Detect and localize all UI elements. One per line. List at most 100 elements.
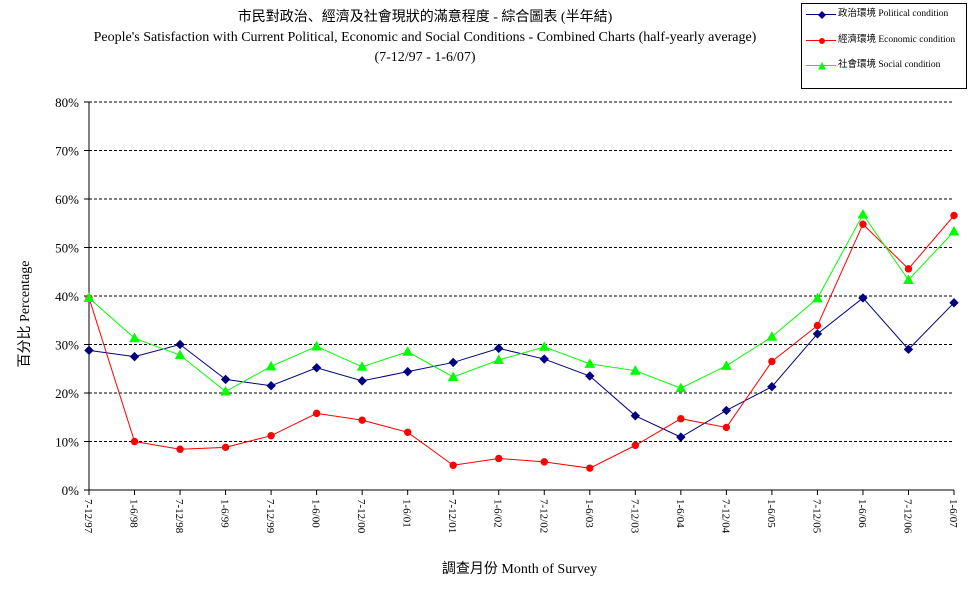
data-point-diamond [494, 343, 504, 354]
data-point-circle [267, 431, 275, 440]
series-line-circle [88, 215, 955, 469]
x-tick-label: 7-12/02 [537, 499, 549, 533]
chart-title-block: 市民對政治、經濟及社會現狀的滿意程度 - 綜合圖表 (半年結) People's… [40, 8, 810, 68]
series-line-triangle [88, 213, 955, 393]
data-point-circle [631, 441, 640, 450]
data-point-triangle [857, 209, 869, 219]
y-tick-label: 20% [55, 386, 79, 401]
data-point-triangle [129, 332, 140, 343]
y-tick-label: 10% [55, 435, 79, 450]
x-tick-label: 1-6/98 [128, 499, 140, 528]
data-point-circle [540, 458, 548, 466]
y-tick-label: 50% [55, 241, 79, 256]
y-tick-label: 0% [62, 483, 80, 498]
x-tick-label: 7-12/01 [446, 499, 458, 533]
legend-label: 經濟環境 Economic condition [838, 35, 956, 45]
data-point-circle [403, 428, 412, 436]
data-point-diamond [357, 376, 367, 386]
data-point-triangle [903, 274, 914, 284]
data-point-diamond [175, 339, 185, 350]
x-tick-label: 7-12/99 [264, 499, 276, 534]
legend-label: 社會環境 Social condition [838, 60, 941, 70]
data-point-diamond [585, 371, 595, 381]
data-point-triangle [356, 361, 368, 371]
data-point-triangle [447, 371, 459, 381]
data-point-triangle [948, 225, 960, 236]
data-point-circle [677, 415, 685, 423]
data-point-circle [221, 443, 230, 452]
data-point-triangle [584, 358, 596, 368]
data-point-triangle [493, 354, 505, 365]
x-tick-label: 7-12/98 [173, 499, 185, 534]
x-axis-label: 調查月份 Month of Survey [442, 561, 597, 577]
y-axis-label: 百分比 Percentage [17, 261, 33, 368]
data-point-diamond [402, 366, 413, 377]
x-tick-label: 1-6/03 [583, 499, 595, 528]
y-tick-label: 40% [55, 289, 79, 304]
data-point-diamond [676, 432, 686, 442]
data-point-triangle [629, 365, 641, 375]
data-point-circle [176, 445, 184, 453]
x-tick-label: 1-6/06 [856, 499, 868, 528]
data-point-circle [586, 464, 594, 472]
data-point-circle [950, 211, 958, 220]
y-tick-label: 60% [55, 192, 79, 207]
x-tick-label: 7-12/06 [901, 499, 913, 534]
y-tick-label: 70% [55, 144, 79, 159]
data-point-circle [722, 423, 731, 432]
legend-marker-circle [819, 38, 825, 44]
data-point-circle [495, 454, 503, 463]
data-point-diamond [812, 329, 823, 339]
data-point-circle [312, 409, 321, 418]
chart-title: 市民對政治、經濟及社會現狀的滿意程度 - 綜合圖表 (半年結) [237, 10, 613, 25]
data-point-triangle [174, 349, 186, 360]
data-point-circle [130, 437, 139, 446]
data-point-diamond [858, 293, 868, 303]
data-point-triangle [402, 346, 414, 356]
series-line-diamond [88, 297, 955, 438]
x-tick-label: 1-6/02 [492, 499, 504, 528]
data-point-circle [449, 461, 457, 469]
data-point-diamond [129, 351, 140, 362]
legend-label: 政治環境 Political condition [838, 9, 949, 19]
y-tick-label: 30% [55, 338, 79, 353]
data-point-diamond [266, 381, 276, 391]
x-tick-label: 1-6/07 [947, 499, 959, 528]
data-point-circle [904, 265, 913, 273]
data-point-triangle [265, 360, 277, 371]
data-point-diamond [903, 344, 914, 355]
legend: 政治環境 Political condition 經濟環境 Economic co… [801, 3, 967, 89]
x-tick-label: 1-6/00 [310, 499, 322, 528]
chart-subtitle: People's Satisfaction with Current Polit… [93, 30, 757, 45]
data-point-circle [859, 220, 867, 228]
data-point-triangle [766, 331, 778, 341]
x-tick-label: 7-12/05 [810, 499, 822, 534]
data-point-diamond [311, 363, 322, 373]
x-tick-label: 7-12/03 [628, 499, 640, 534]
x-tick-label: 7-12/04 [719, 499, 731, 534]
legend-marker-triangle [818, 62, 826, 70]
data-point-triangle [675, 382, 687, 393]
data-point-diamond [630, 411, 641, 421]
data-point-circle [813, 321, 822, 330]
data-point-triangle [311, 340, 322, 351]
data-point-circle [768, 357, 776, 366]
chart-subtitle-range: (7-12/97 - 1-6/07) [374, 50, 476, 65]
data-point-diamond [448, 357, 458, 368]
data-point-diamond [721, 405, 732, 416]
data-point-diamond [539, 354, 549, 364]
x-tick-label: 1-6/05 [765, 499, 777, 528]
data-point-circle [358, 416, 366, 424]
data-point-triangle [83, 292, 95, 302]
data-point-triangle [812, 292, 823, 303]
data-point-triangle [721, 360, 732, 370]
x-tick-label: 7-12/00 [355, 499, 367, 534]
y-tick-label: 80% [55, 95, 79, 110]
data-point-triangle [538, 341, 550, 351]
data-point-diamond [949, 298, 959, 308]
x-tick-label: 1-6/99 [219, 499, 231, 528]
data-point-diamond [767, 381, 777, 392]
x-tick-label: 7-12/97 [82, 499, 94, 534]
data-point-diamond [84, 345, 94, 356]
